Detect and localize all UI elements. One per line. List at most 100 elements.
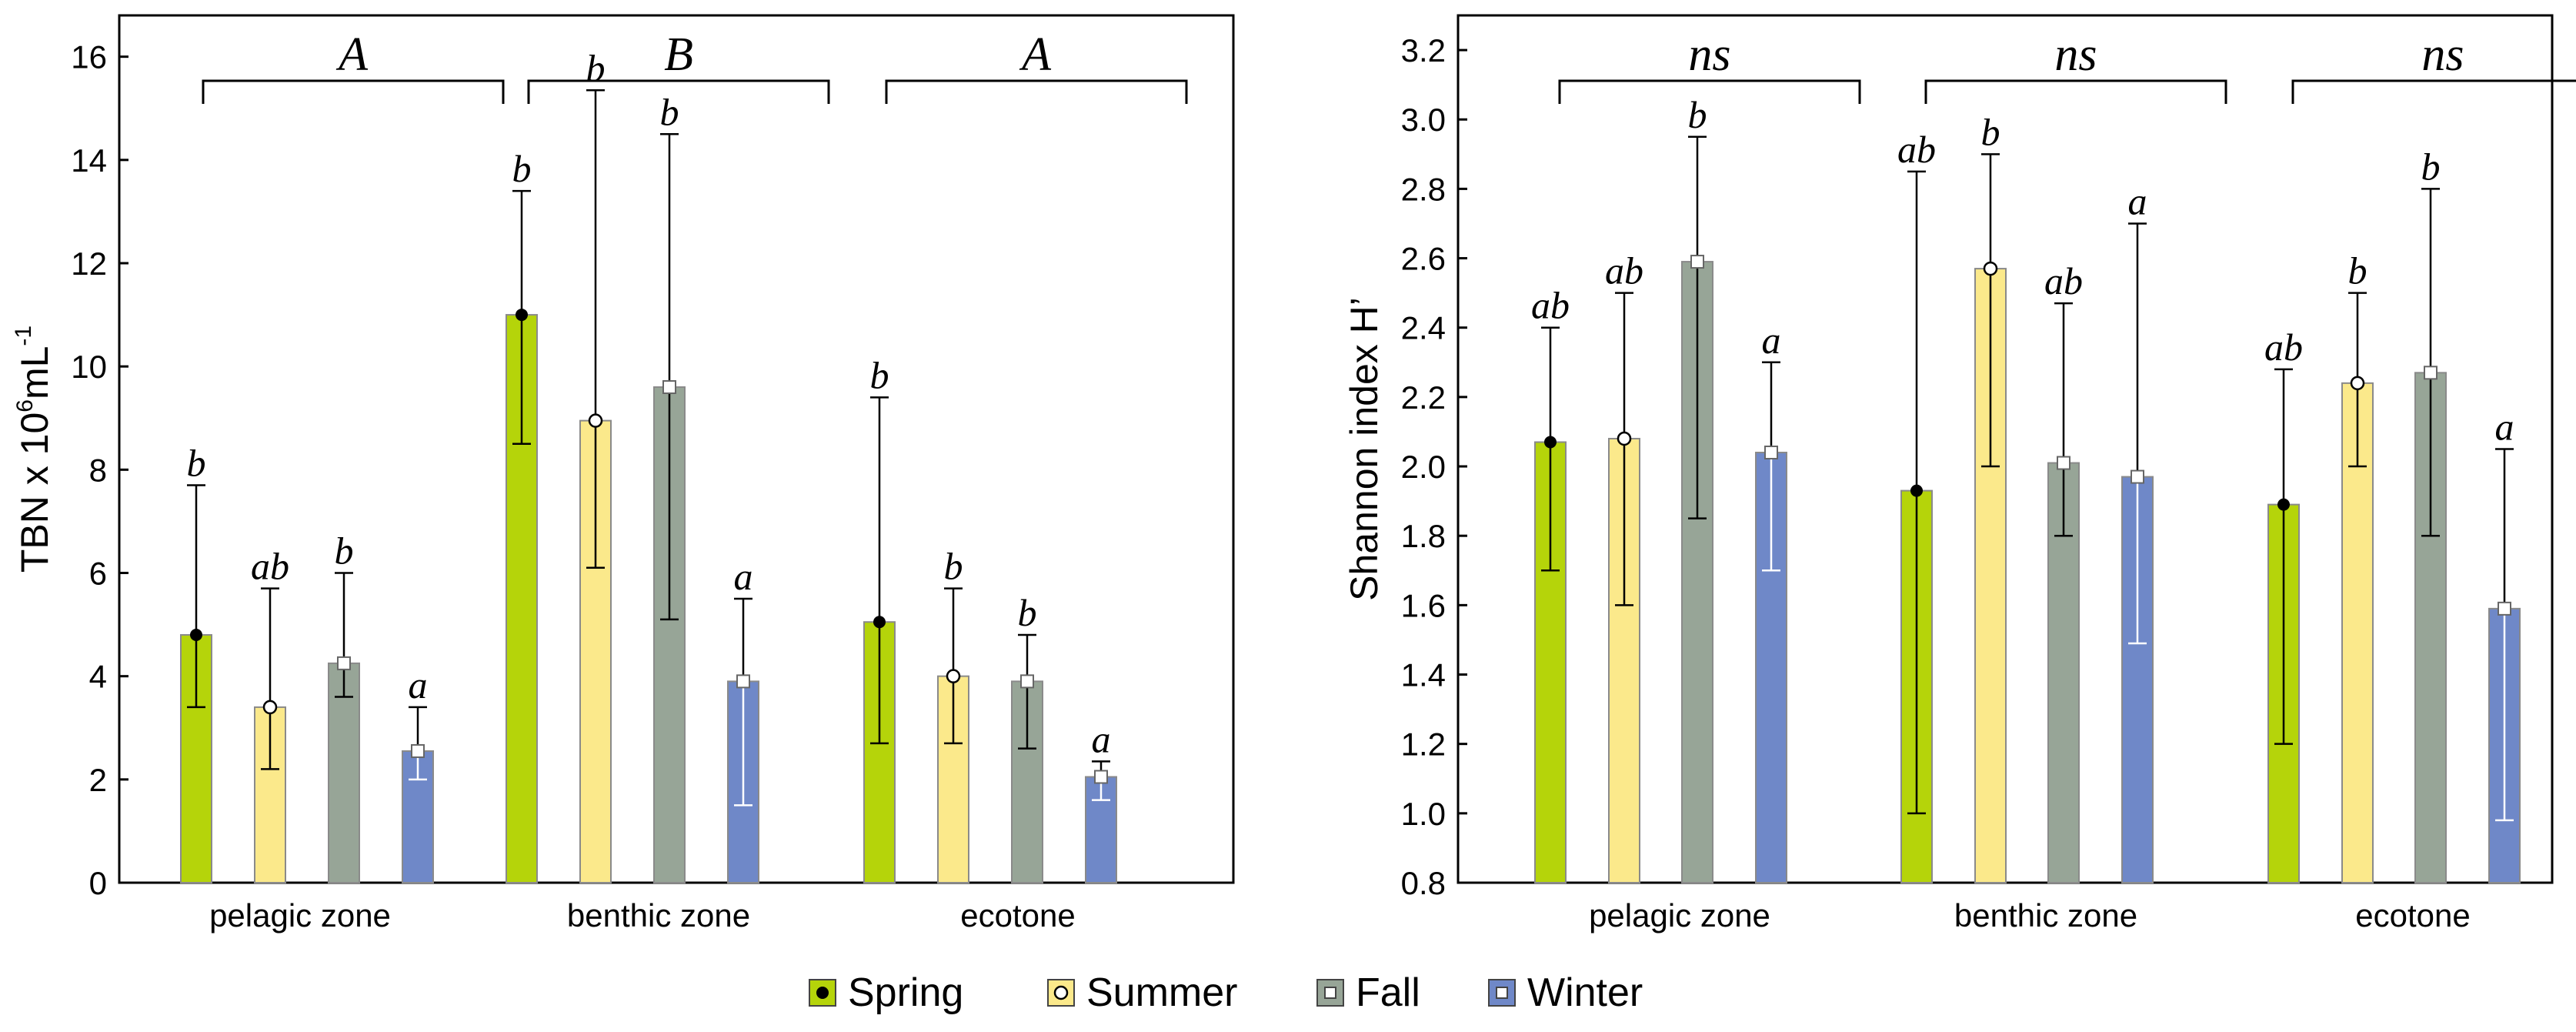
mean-marker <box>1764 446 1778 460</box>
significance-letter: b <box>1018 591 1037 634</box>
legend-marker <box>1496 987 1508 999</box>
mean-marker <box>1544 436 1557 449</box>
significance-letter: b <box>335 529 354 573</box>
legend-label: Winter <box>1527 970 1643 1015</box>
significance-letter: ab <box>251 545 289 588</box>
significance-letter: b <box>1981 110 2000 153</box>
significance-letter: b <box>660 90 679 133</box>
mean-marker <box>2277 498 2290 511</box>
group-letter: A <box>1019 28 1052 81</box>
y-tick-label: 12 <box>71 245 107 282</box>
group-letter: ns <box>2054 28 2097 81</box>
category-label: ecotone <box>2355 897 2470 933</box>
significance-letter: ab <box>1897 128 1936 171</box>
y-tick-label: 3.0 <box>1401 102 1446 138</box>
mean-marker <box>1617 431 1632 446</box>
y-axis-label: Shannon index H’ <box>1343 297 1386 601</box>
mean-marker <box>2350 376 2365 391</box>
mean-marker <box>2498 601 2511 616</box>
mean-marker <box>946 669 961 683</box>
legend-label: Fall <box>1356 970 1420 1015</box>
y-tick-label: 0 <box>89 865 107 901</box>
significance-letter: ab <box>2044 259 2083 302</box>
mean-marker <box>1690 255 1704 269</box>
y-tick-label: 1.8 <box>1401 518 1446 554</box>
category-label: benthic zone <box>567 897 750 933</box>
significance-letter: a <box>2128 179 2147 222</box>
category-label: pelagic zone <box>1589 897 1770 933</box>
significance-letter: a <box>2495 406 2514 449</box>
mean-marker <box>873 616 886 629</box>
y-tick-label: 4 <box>89 659 107 695</box>
chart-panel-2: 0.8 1.0 1.2 1.4 1.6 1.8 2.0 2.2 2.4 2.6 2.8 3.0 3.2 S… <box>1343 14 2576 933</box>
mean-marker <box>1910 484 1923 497</box>
group-bracket <box>1924 79 2227 104</box>
y-tick-label: 10 <box>71 349 107 385</box>
group-bracket <box>202 79 505 104</box>
group-bracket <box>885 79 1188 104</box>
y-tick-label: 2 <box>89 762 107 798</box>
y-tick-label: 2.8 <box>1401 171 1446 207</box>
y-tick-label: 2.0 <box>1401 449 1446 485</box>
group-letter: B <box>664 28 693 81</box>
y-tick-label: 1.0 <box>1401 796 1446 832</box>
significance-letter: b <box>870 353 889 396</box>
significance-letter: b <box>1688 93 1707 136</box>
y-tick-label: 2.4 <box>1401 310 1446 346</box>
group-bracket <box>2291 79 2576 104</box>
legend: Spring Summer Fall Winter <box>809 970 1643 1015</box>
significance-letter: ab <box>2264 326 2303 369</box>
y-tick-label: 0.8 <box>1401 865 1446 901</box>
mean-marker <box>337 656 351 670</box>
mean-marker <box>190 629 202 641</box>
mean-marker <box>1020 674 1034 689</box>
significance-letter: b <box>512 147 532 190</box>
y-tick-label: 8 <box>89 452 107 488</box>
y-tick-label: 1.6 <box>1401 587 1446 623</box>
significance-letter: a <box>734 555 753 598</box>
y-tick-label: 3.2 <box>1401 32 1446 68</box>
mean-marker <box>2424 366 2438 380</box>
legend-label: Summer <box>1086 970 1237 1015</box>
significance-letter: ab <box>1531 284 1570 327</box>
significance-letter: b <box>2348 249 2367 292</box>
y-tick-label: 6 <box>89 556 107 592</box>
legend-marker <box>1053 985 1069 1000</box>
mean-marker <box>411 743 425 758</box>
y-tick-label: 2.2 <box>1401 379 1446 416</box>
significance-letter: b <box>2421 145 2441 188</box>
mean-marker <box>736 674 750 689</box>
category-label: benthic zone <box>1954 897 2137 933</box>
mean-marker <box>2131 469 2144 484</box>
mean-marker <box>588 413 603 428</box>
group-bracket <box>527 79 830 104</box>
significance-letter: ab <box>1605 249 1643 292</box>
category-label: pelagic zone <box>209 897 391 933</box>
bar-fall <box>2047 462 2080 883</box>
y-tick-label: 1.2 <box>1401 726 1446 763</box>
mean-marker <box>662 380 676 394</box>
y-tick-label: 2.6 <box>1401 241 1446 277</box>
legend-label: Spring <box>848 970 963 1015</box>
group-bracket <box>1558 79 1861 104</box>
category-label: ecotone <box>960 897 1075 933</box>
significance-letter: b <box>586 46 606 89</box>
y-tick-label: 16 <box>71 39 107 75</box>
significance-letter: b <box>187 441 206 484</box>
mean-marker <box>2057 456 2070 470</box>
y-tick-label: 1.4 <box>1401 657 1446 693</box>
significance-letter: a <box>409 663 428 706</box>
mean-marker <box>1094 770 1108 784</box>
legend-marker <box>816 987 829 999</box>
bar-fall <box>328 662 360 883</box>
legend-marker <box>1324 987 1336 999</box>
significance-letter: a <box>1092 717 1111 760</box>
y-axis-label: TBN x 106mL-1 <box>11 326 56 573</box>
group-letter: ns <box>2421 28 2464 81</box>
significance-letter: a <box>1762 319 1781 362</box>
mean-marker <box>262 700 278 715</box>
mean-marker <box>1983 261 1998 276</box>
group-letter: A <box>335 28 369 81</box>
